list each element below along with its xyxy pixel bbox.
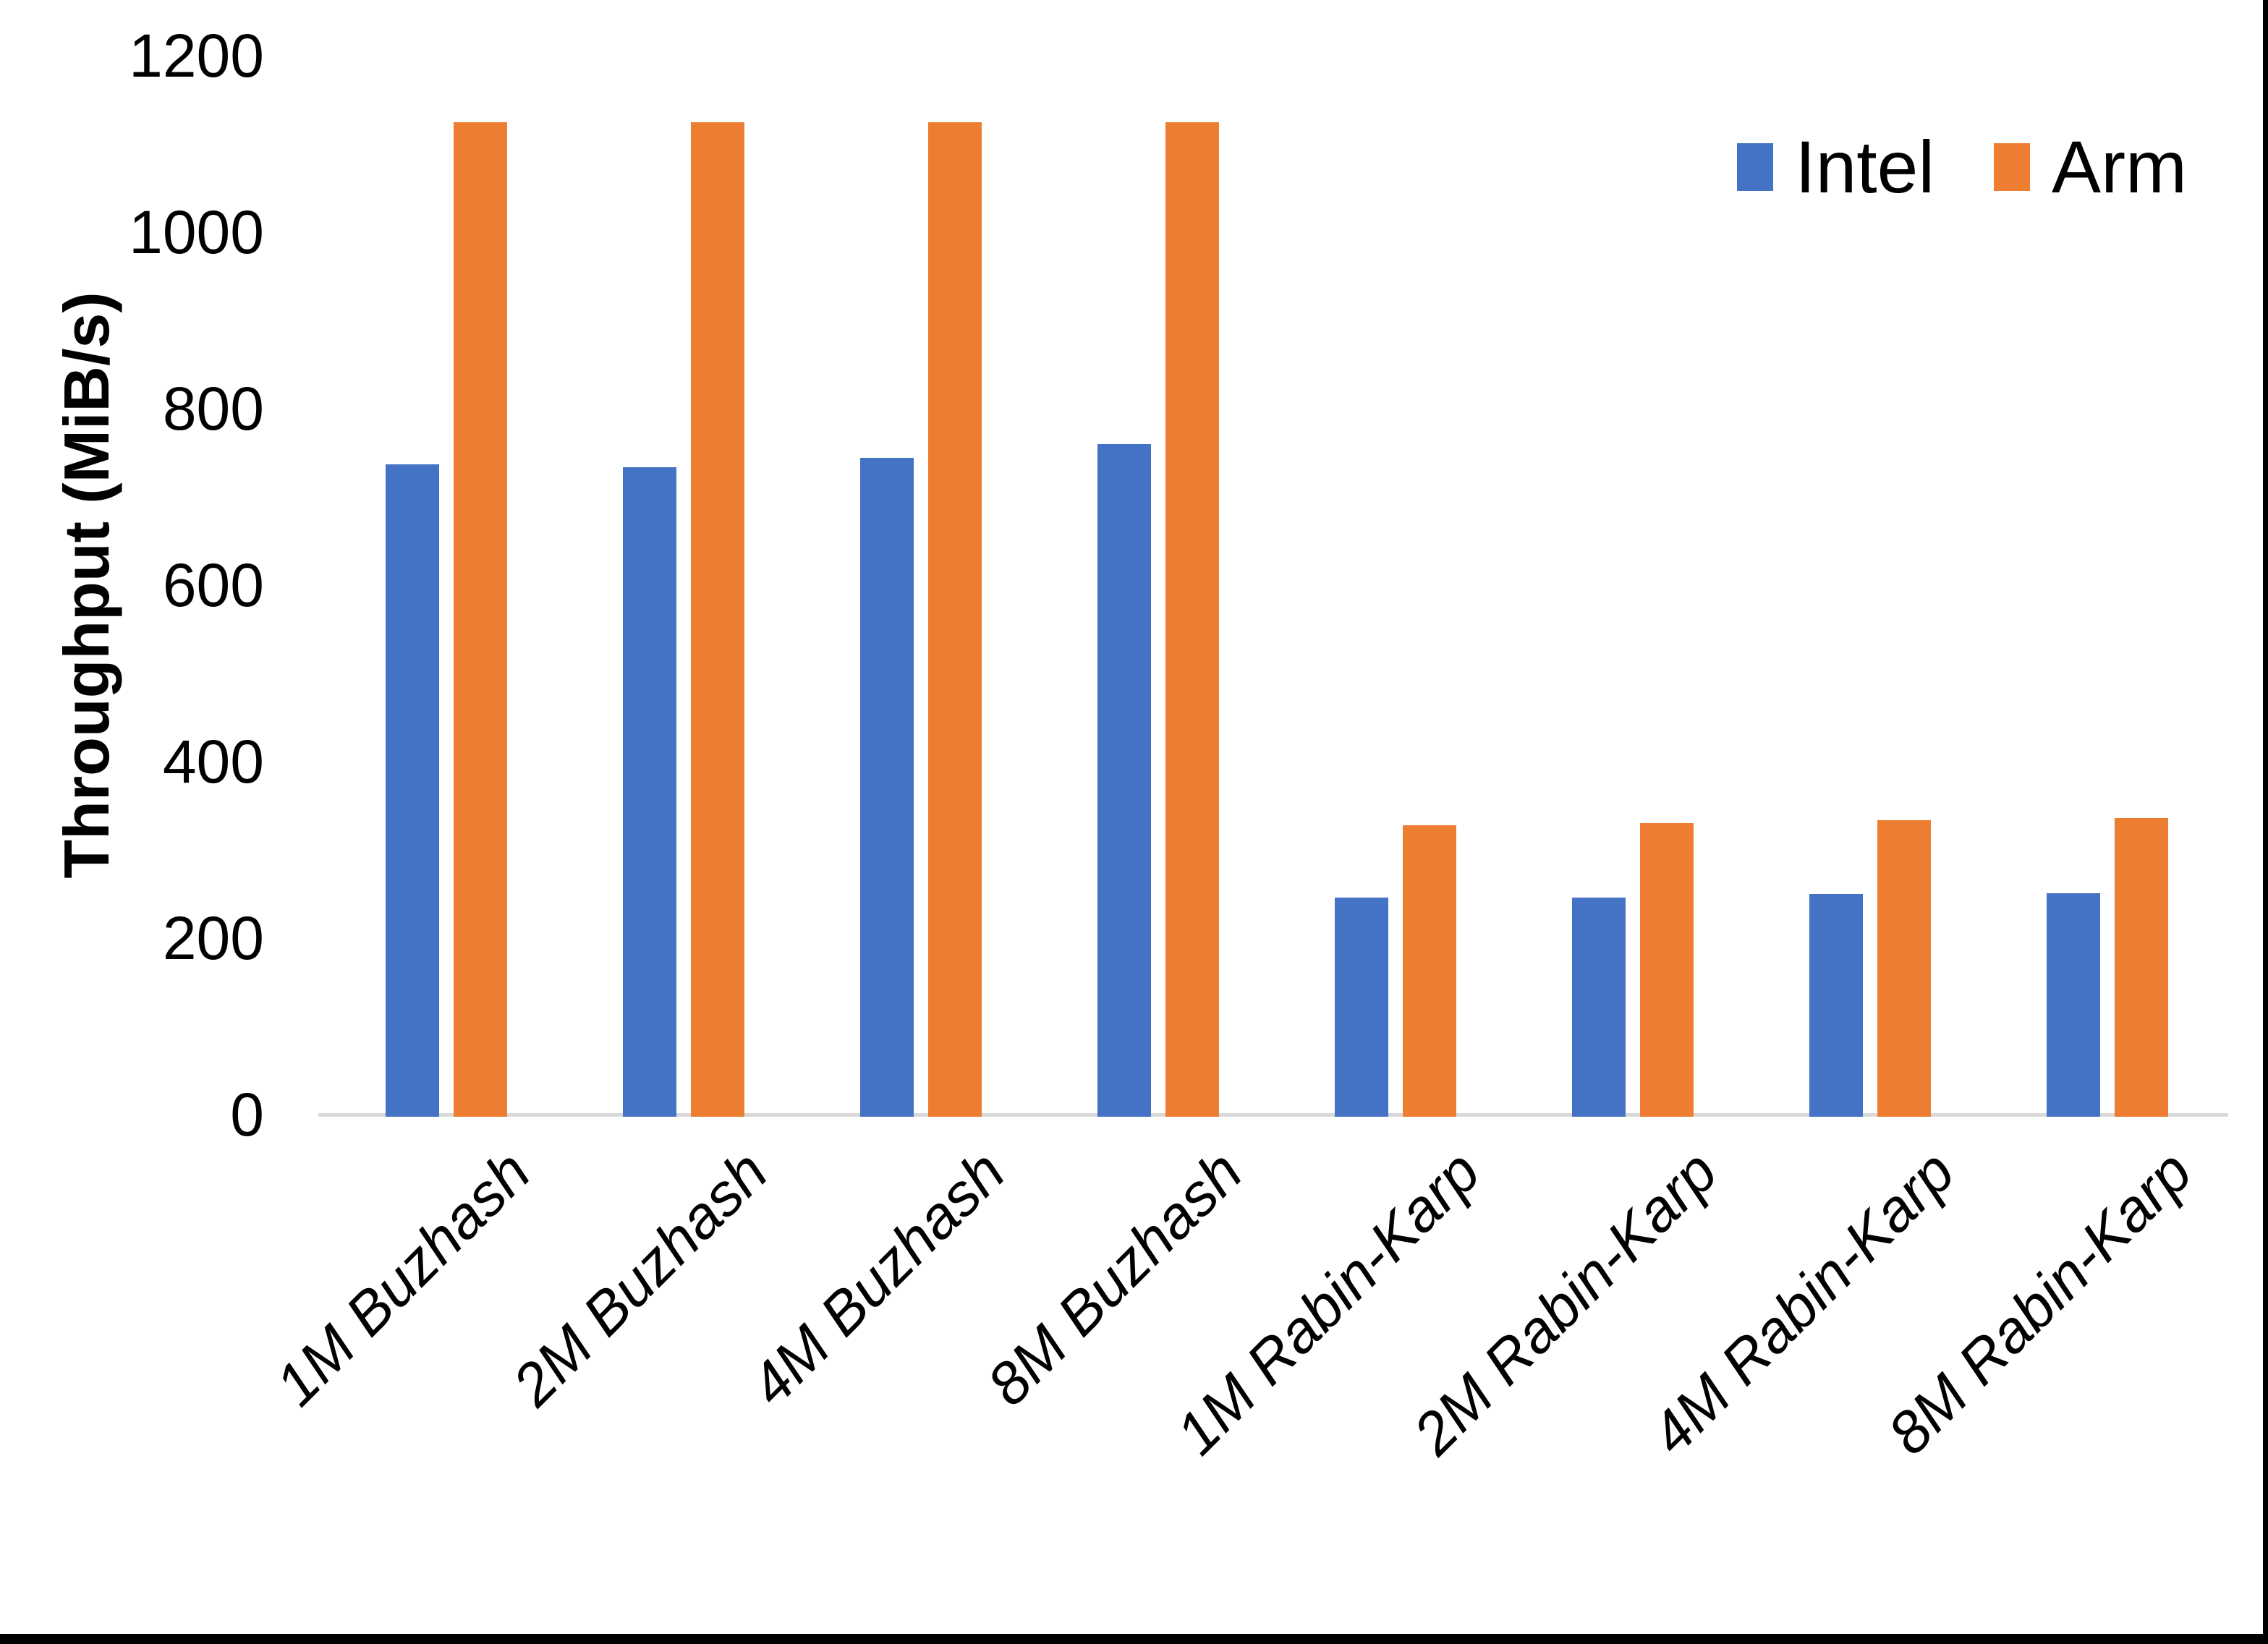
x-axis-line bbox=[318, 1113, 2228, 1117]
y-tick-label: 1000 bbox=[129, 198, 264, 266]
y-tick-label: 800 bbox=[162, 375, 264, 443]
bar-arm-2m-rabin-karp bbox=[1640, 823, 1694, 1117]
intel-legend-label: Intel bbox=[1795, 126, 1935, 208]
x-category-label: 1M Buzhash bbox=[263, 1138, 543, 1418]
bar-intel-8m-buzhash bbox=[1097, 443, 1151, 1117]
y-tick-label: 1200 bbox=[129, 22, 264, 90]
y-tick-label: 600 bbox=[162, 551, 264, 619]
x-category-label: 4M Buzhash bbox=[737, 1138, 1018, 1418]
arm-legend-swatch bbox=[1994, 143, 2031, 191]
x-category-label: 2M Buzhash bbox=[500, 1138, 781, 1418]
screenshot-edge-bottom bbox=[0, 1634, 2268, 1644]
bar-arm-4m-buzhash bbox=[928, 122, 982, 1117]
bar-intel-2m-rabin-karp bbox=[1572, 897, 1626, 1117]
bar-arm-8m-buzhash bbox=[1165, 122, 1219, 1117]
bar-arm-1m-rabin-karp bbox=[1403, 825, 1456, 1117]
bar-intel-1m-buzhash bbox=[386, 464, 439, 1117]
y-tick-label: 0 bbox=[230, 1081, 264, 1149]
arm-legend-label: Arm bbox=[2052, 126, 2187, 208]
legend-item-arm: Arm bbox=[1994, 130, 2187, 204]
bar-arm-2m-buzhash bbox=[691, 122, 744, 1117]
bar-intel-4m-buzhash bbox=[860, 458, 914, 1117]
legend: Intel Arm bbox=[1737, 130, 2187, 204]
intel-legend-swatch bbox=[1737, 143, 1774, 191]
bar-arm-1m-buzhash bbox=[454, 122, 507, 1117]
bar-intel-8m-rabin-karp bbox=[2047, 893, 2100, 1117]
screenshot-edge-right bbox=[2263, 0, 2268, 1644]
bar-intel-4m-rabin-karp bbox=[1809, 894, 1863, 1117]
y-tick-label: 400 bbox=[162, 728, 264, 796]
legend-item-intel: Intel bbox=[1737, 130, 1934, 204]
y-tick-label: 200 bbox=[162, 904, 264, 972]
bar-arm-8m-rabin-karp bbox=[2115, 818, 2168, 1117]
bar-arm-4m-rabin-karp bbox=[1877, 819, 1931, 1117]
bar-intel-2m-buzhash bbox=[623, 467, 676, 1117]
bar-intel-1m-rabin-karp bbox=[1335, 897, 1388, 1117]
